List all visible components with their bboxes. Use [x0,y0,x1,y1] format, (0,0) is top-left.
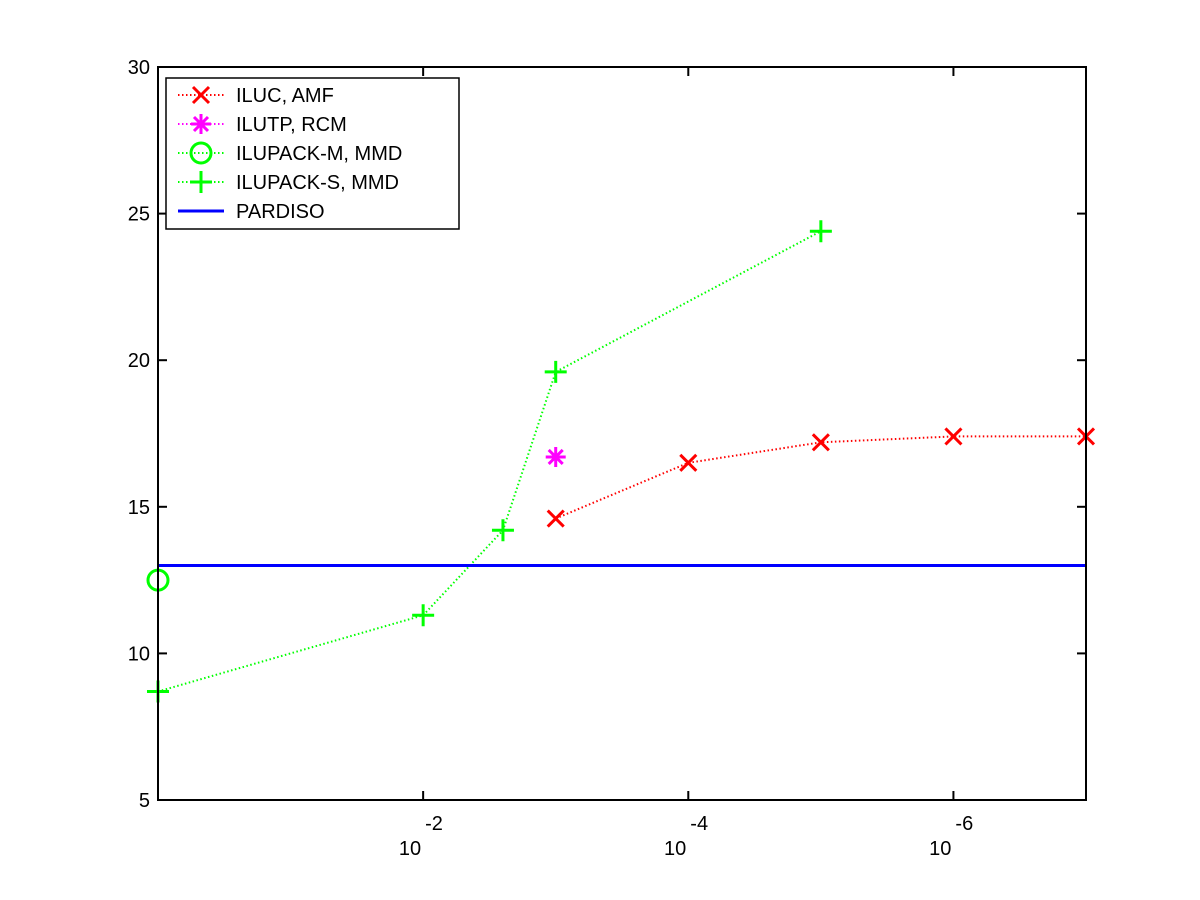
series-0 [546,427,1096,528]
legend-entry: ILUC, AMF [178,85,334,107]
series-line [157,230,822,693]
legend-marker [191,114,211,134]
data-point [679,453,698,472]
data-point [491,519,514,542]
x-tick-label-base: 10 [399,838,421,860]
data-point [546,509,565,528]
legend-entry: ILUPACK-S, MMD [178,171,399,194]
legend-label: ILUPACK-S, MMD [236,172,399,194]
legend: ILUC, AMF ILUTP, RCM ILUPACK-M, MMD ILUPACK… [165,77,460,230]
data-point [811,433,830,452]
data-point [809,220,832,243]
legend-marker [190,171,212,193]
series-3 [147,220,832,703]
series-line [555,435,1086,520]
data-point [545,446,566,467]
data-point [944,427,963,446]
legend-marker [191,85,211,105]
data-point [412,604,435,627]
x-tick-label-exponent: -4 [690,813,708,835]
legend-label: ILUPACK-M, MMD [236,143,402,165]
data-point [544,360,567,383]
x-tick-label-exponent: -2 [425,813,443,835]
legend-marker [189,141,213,165]
y-tick-label: 10 [128,643,150,665]
y-tick-label: 30 [128,57,150,79]
x-tick-label-exponent: -6 [955,813,973,835]
y-tick-label: 5 [139,790,150,812]
legend-label: PARDISO [236,201,325,223]
series-1 [545,446,566,467]
x-tick-label-base: 10 [929,838,951,860]
legend-label: ILUTP, RCM [236,114,347,136]
y-tick-label: 15 [128,497,150,519]
plot-frame [157,66,1087,801]
legend-entry: ILUTP, RCM [178,114,347,136]
x-tick-label-base: 10 [664,838,686,860]
y-tick-label: 20 [128,350,150,372]
y-tick-label: 25 [128,204,150,226]
legend-entry: PARDISO [178,201,325,223]
series-layer [146,220,1096,703]
legend-entry: ILUPACK-M, MMD [178,141,402,165]
legend-label: ILUC, AMF [236,85,334,107]
